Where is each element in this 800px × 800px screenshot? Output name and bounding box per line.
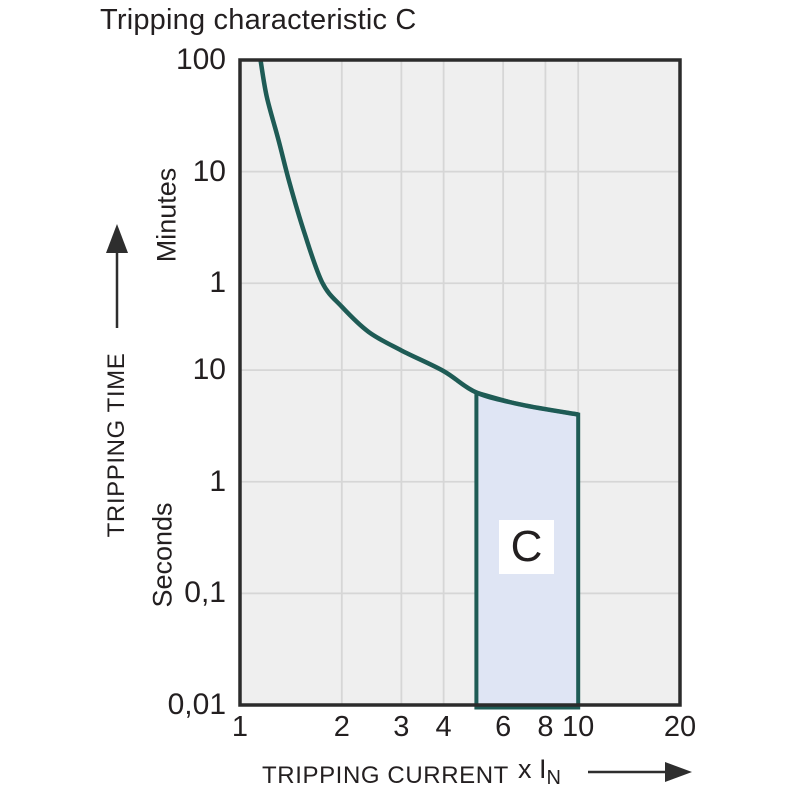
x-tick-label: 8 bbox=[537, 711, 554, 743]
x-tick-label: 6 bbox=[495, 711, 512, 743]
y-tick-label: 0,01 bbox=[167, 688, 226, 721]
x-axis-unit-text: x I bbox=[518, 754, 547, 784]
y-tick-label: 10 bbox=[192, 353, 226, 387]
x-tick-label: 10 bbox=[562, 711, 595, 743]
chart-title: Tripping characteristic C bbox=[100, 4, 417, 36]
x-axis-unit-subscript: N bbox=[546, 767, 561, 789]
y-axis-title: TRIPPING TIME bbox=[103, 352, 130, 538]
right-arrow-icon bbox=[588, 762, 692, 782]
y-axis-unit-seconds: Seconds bbox=[147, 502, 178, 608]
x-tick-label: 1 bbox=[231, 711, 249, 743]
y-tick-label: 10 bbox=[192, 154, 226, 188]
x-tick-label: 4 bbox=[435, 711, 452, 743]
y-tick-label: 1 bbox=[209, 266, 226, 300]
x-axis-title: TRIPPING CURRENT bbox=[262, 762, 509, 789]
plot-border bbox=[238, 58, 682, 707]
x-axis-unit: x IN bbox=[518, 754, 561, 790]
x-tick-label: 20 bbox=[663, 711, 697, 743]
y-tick-label: 0,1 bbox=[184, 576, 226, 610]
region-c-label: C bbox=[499, 520, 554, 574]
tripping-curve bbox=[258, 59, 579, 417]
up-arrow-icon bbox=[106, 224, 128, 328]
x-tick-label: 2 bbox=[333, 711, 350, 743]
y-tick-label: 1 bbox=[209, 464, 226, 498]
x-tick-label: 3 bbox=[393, 711, 410, 743]
y-tick-label: 100 bbox=[175, 43, 226, 76]
y-axis-unit-minutes: Minutes bbox=[151, 167, 182, 263]
